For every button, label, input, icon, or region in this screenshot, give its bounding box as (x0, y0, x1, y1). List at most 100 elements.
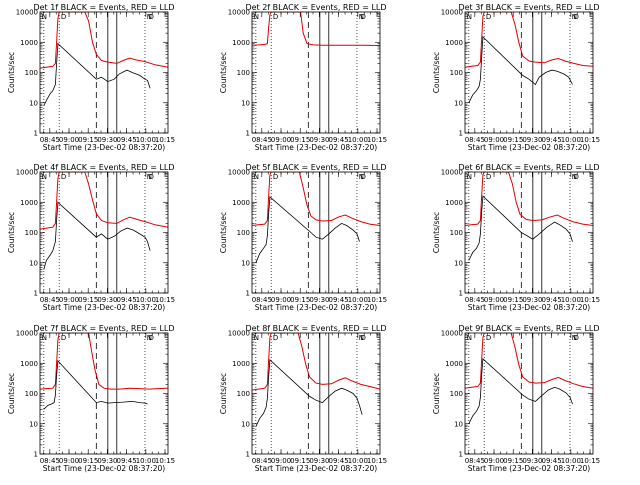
panel-title: Det 9f BLACK = Events, RED = LLD (458, 324, 599, 333)
y-tick-label: 1000 (20, 360, 38, 368)
panel-1: Det 1f BLACK = Events, RED = LLD 1 10 100 10… (7, 3, 175, 152)
x-tick-label: 08:45 (465, 457, 485, 465)
x-tick-label: 10:15 (155, 296, 175, 304)
y-tick-label: 1 (459, 130, 463, 138)
y-tick-label: 10000 (441, 169, 463, 177)
x-tick-label: 10:00 (136, 296, 156, 304)
y-tick-label: 10 (454, 99, 463, 107)
x-tick-label: 09:45 (542, 296, 562, 304)
panel-marker-label: D (486, 13, 491, 21)
y-tick-label: 1 (459, 451, 463, 459)
x-tick-label: 10:00 (561, 136, 581, 144)
x-tick-label: 08:45 (252, 457, 272, 465)
panel-5: Det 5f BLACK = Events, RED = LLD 1 10 100 10… (219, 163, 387, 312)
plot-frame (39, 11, 169, 134)
y-tick-label: 10 (454, 259, 463, 267)
panel-title: Det 7f BLACK = Events, RED = LLD (33, 324, 174, 333)
x-tick-label: 09:15 (290, 136, 310, 144)
panel-marker-label: D (486, 173, 491, 181)
x-tick-label: 09:30 (97, 136, 117, 144)
y-tick-label: 10 (241, 99, 250, 107)
x-tick-label: 10:15 (580, 296, 600, 304)
y-tick-label: 100 (237, 69, 250, 77)
panel-marker-label: D (574, 173, 579, 181)
panel-title: Det 6f BLACK = Events, RED = LLD (458, 163, 599, 172)
x-axis-label: Start Time (23-Dec-02 08:37:20) (468, 143, 590, 152)
panel-title: Det 3f BLACK = Events, RED = LLD (458, 3, 599, 12)
x-tick-label: 10:00 (348, 136, 368, 144)
y-tick-label: 1 (246, 451, 250, 459)
y-tick-label: 10000 (441, 330, 463, 338)
plot-frame (251, 11, 381, 134)
y-tick-label: 1000 (445, 360, 463, 368)
panel-marker-label: N (467, 13, 472, 21)
plot-frame (464, 171, 594, 294)
panel-2: Det 2f BLACK = Events, RED = LLD 1 10 100 10… (219, 3, 387, 152)
events-series-line (255, 196, 360, 263)
lld-series-line (465, 333, 593, 389)
panel-7: Det 7f BLACK = Events, RED = LLD 1 10 100 10… (7, 324, 175, 473)
panel-marker-label: D (149, 173, 154, 181)
y-tick-label: 1000 (232, 199, 250, 207)
x-axis-label: Start Time (23-Dec-02 08:37:20) (255, 464, 377, 473)
panel-title: Det 4f BLACK = Events, RED = LLD (33, 163, 174, 172)
y-tick-label: 1 (34, 130, 38, 138)
y-tick-label: 10000 (16, 9, 38, 17)
y-tick-label: 10 (29, 99, 38, 107)
y-tick-label: 100 (25, 229, 38, 237)
y-tick-label: 10000 (16, 330, 38, 338)
x-tick-label: 09:15 (78, 296, 98, 304)
x-tick-label: 08:45 (465, 296, 485, 304)
x-tick-label: 09:30 (522, 296, 542, 304)
x-tick-label: 10:15 (367, 296, 387, 304)
x-tick-label: 09:00 (271, 457, 291, 465)
x-tick-label: 08:45 (40, 136, 60, 144)
x-tick-label: 09:15 (503, 457, 523, 465)
panel-marker-label: N (572, 334, 577, 342)
panel-marker-label: D (361, 173, 366, 181)
panel-marker-label: D (273, 334, 278, 342)
y-tick-label: 100 (450, 69, 463, 77)
x-tick-label: 10:00 (348, 296, 368, 304)
x-tick-label: 09:45 (329, 457, 349, 465)
events-series-line (468, 195, 573, 261)
x-tick-label: 09:00 (484, 457, 504, 465)
x-tick-label: 08:45 (252, 136, 272, 144)
panel-marker-label: D (273, 13, 278, 21)
y-tick-label: 1000 (445, 199, 463, 207)
y-tick-label: 100 (450, 229, 463, 237)
x-tick-label: 10:15 (155, 136, 175, 144)
y-tick-label: 1000 (20, 199, 38, 207)
x-tick-label: 09:45 (117, 457, 137, 465)
x-tick-label: 09:45 (117, 296, 137, 304)
events-series-line (43, 359, 148, 410)
plot-frame (464, 332, 594, 455)
y-tick-label: 10000 (228, 9, 250, 17)
x-tick-label: 09:30 (97, 457, 117, 465)
x-tick-label: 09:15 (78, 136, 98, 144)
x-tick-label: 10:15 (155, 457, 175, 465)
x-axis-label: Start Time (23-Dec-02 08:37:20) (468, 303, 590, 312)
panel-marker-label: D (149, 334, 154, 342)
plot-frame (251, 332, 381, 455)
x-tick-label: 10:00 (348, 457, 368, 465)
panel-marker-label: N (572, 173, 577, 181)
y-axis-label: Counts/sec (7, 212, 16, 253)
x-tick-label: 10:00 (561, 457, 581, 465)
panel-marker-label: D (361, 13, 366, 21)
y-axis-label: Counts/sec (432, 212, 441, 253)
y-tick-label: 10 (241, 420, 250, 428)
x-tick-label: 09:30 (309, 296, 329, 304)
panel-marker-label: N (359, 13, 364, 21)
lld-series-line (40, 12, 168, 69)
plot-frame (251, 171, 381, 294)
x-tick-label: 09:15 (290, 457, 310, 465)
y-tick-label: 10000 (16, 169, 38, 177)
x-tick-label: 09:00 (271, 136, 291, 144)
x-tick-label: 09:00 (484, 296, 504, 304)
x-tick-label: 09:15 (503, 136, 523, 144)
lld-series-line (40, 333, 168, 390)
panel-6: Det 6f BLACK = Events, RED = LLD 1 10 100 10… (432, 163, 600, 312)
panel-marker-label: N (254, 13, 259, 21)
